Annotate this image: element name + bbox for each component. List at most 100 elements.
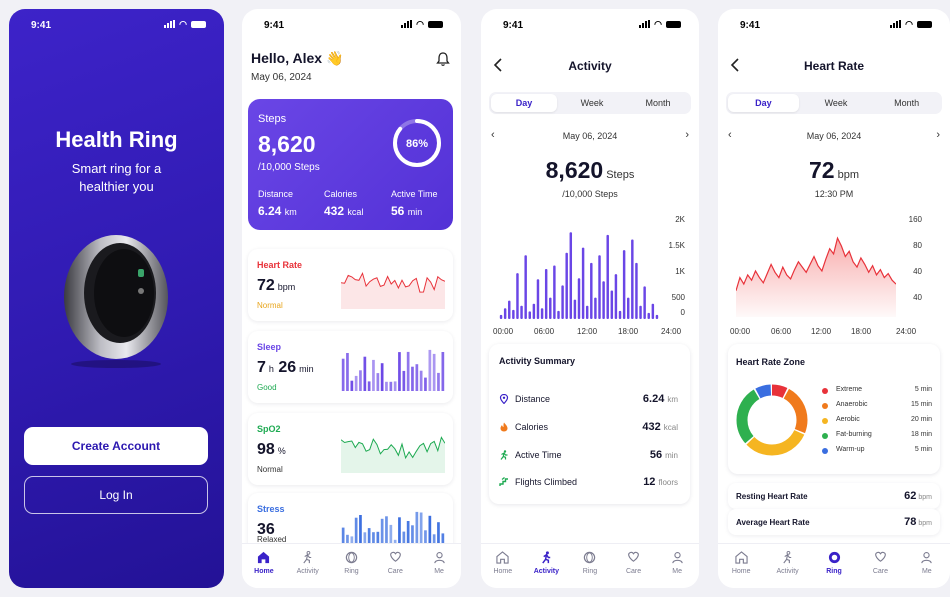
metric-title: SpO2 (257, 424, 281, 434)
zone-donut-segment (736, 384, 808, 456)
activity-bar (627, 297, 630, 319)
activity-bar (618, 310, 622, 319)
spo2-card[interactable]: SpO2 98% Normal (248, 413, 453, 485)
tab-ring[interactable]: Ring (811, 544, 857, 588)
segment-week[interactable]: Week (824, 98, 848, 108)
signal-icon (890, 20, 902, 28)
tab-label: Home (254, 568, 274, 575)
segment-week[interactable]: Week (580, 98, 604, 108)
back-arrow-icon[interactable] (730, 58, 740, 72)
y-tick: 1.5K (668, 241, 685, 250)
activity-bar (524, 255, 527, 319)
sparkline-area (341, 437, 445, 473)
onboarding-screen: 9:41 ◠ Health Ring Smart ring for a heal… (9, 9, 224, 588)
steps-card[interactable]: Steps 8,620 /10,000 Steps 86% Distance 6… (248, 99, 453, 230)
resting-unit: bpm (918, 494, 932, 501)
segment-month[interactable]: Month (894, 98, 920, 108)
heart-rate-card[interactable]: Heart Rate 72 bpm Normal (248, 249, 453, 321)
sparkline-bar (376, 531, 380, 547)
sparkline-bar (359, 370, 362, 391)
zone-dot (822, 388, 828, 394)
zone-value: 5 min (914, 386, 932, 393)
y-tick: 1K (675, 267, 685, 276)
tab-me[interactable]: Me (655, 544, 699, 588)
status-icons: ◠ (401, 20, 443, 29)
zone-value: 5 min (914, 446, 932, 453)
summary-row-distance: Distance 6.24 km (499, 393, 678, 408)
average-label: Average Heart Rate (736, 518, 810, 527)
tab-home[interactable]: Home (718, 544, 764, 588)
ring-icon (828, 551, 840, 564)
activity-bar (516, 273, 519, 319)
stat-value: 6.24 (258, 204, 282, 218)
sleep-minutes-unit: min (299, 364, 314, 374)
chevron-right-icon[interactable]: › (936, 129, 940, 141)
activity-bar (602, 281, 605, 319)
chevron-left-icon[interactable]: ‹ (491, 129, 495, 141)
activity-bar (635, 262, 638, 319)
stairs-icon (499, 477, 508, 486)
sparkline-bar (415, 511, 419, 547)
y-tick: 2K (675, 215, 685, 224)
metric-title: Sleep (257, 342, 282, 352)
activity-bar (499, 314, 503, 319)
tab-label: Me (921, 568, 932, 575)
summary-unit: min (665, 451, 678, 460)
tab-home[interactable]: Home (481, 544, 525, 588)
tab-care[interactable]: Care (373, 544, 417, 588)
y-tick: 0 (680, 308, 685, 317)
segment-month[interactable]: Month (645, 98, 671, 108)
metric-value: 98 (257, 441, 275, 458)
steps-progress-label: 86% (406, 138, 428, 150)
average-value: 78 (904, 516, 917, 528)
sparkline-bar (441, 352, 445, 391)
create-account-button[interactable]: Create Account (24, 427, 208, 465)
chevron-right-icon[interactable]: › (685, 129, 689, 141)
x-tick: 24:00 (661, 327, 682, 336)
stat-unit: min (407, 207, 423, 217)
sparkline-bar (341, 358, 345, 391)
running-icon (783, 551, 792, 564)
sparkline-bar (367, 528, 371, 547)
sparkline-bar (376, 373, 380, 391)
tab-activity[interactable]: Activity (286, 544, 330, 588)
tab-label: Home (493, 568, 513, 575)
tab-care[interactable]: Care (612, 544, 656, 588)
tab-ring[interactable]: Ring (330, 544, 374, 588)
sparkline-bar (424, 377, 427, 391)
sparkline-line (341, 271, 445, 293)
tab-home[interactable]: Home (242, 544, 286, 588)
app-subtitle: Smart ring for a healthier you (71, 161, 162, 194)
sparkline-bar (359, 515, 362, 547)
location-pin-icon (499, 394, 509, 404)
tab-bar: Home Activity Ring Care Me (242, 543, 461, 588)
activity-bar (614, 274, 618, 319)
chevron-left-icon[interactable]: ‹ (728, 129, 732, 141)
zone-donut-segment (736, 384, 808, 456)
steps-bar-chart (499, 232, 659, 319)
summary-label: Flights Climbed (515, 477, 578, 487)
tab-activity[interactable]: Activity (764, 544, 810, 588)
tab-me[interactable]: Me (417, 544, 461, 588)
segment-day[interactable]: Day (491, 94, 557, 112)
back-arrow-icon[interactable] (493, 58, 503, 72)
activity-summary-card: Activity Summary Distance 6.24 km Calorie… (489, 344, 690, 504)
running-icon (542, 551, 551, 564)
summary-value: 56 (649, 449, 663, 461)
steps-value: 8,620 (258, 131, 316, 157)
status-bar: 9:41 ◠ (9, 9, 224, 41)
sparkline-bar (437, 522, 440, 547)
tab-activity[interactable]: Activity (525, 544, 569, 588)
zone-value: 15 min (910, 401, 932, 408)
sparkline-bar (393, 381, 397, 391)
tab-care[interactable]: Care (857, 544, 903, 588)
x-tick: 00:00 (493, 327, 514, 336)
status-time: 9:41 (740, 20, 761, 31)
segment-day[interactable]: Day (728, 94, 799, 112)
login-button[interactable]: Log In (24, 476, 208, 514)
tab-ring[interactable]: Ring (568, 544, 612, 588)
bell-icon[interactable] (436, 51, 450, 67)
zone-title: Heart Rate Zone (736, 357, 806, 367)
tab-me[interactable]: Me (904, 544, 950, 588)
